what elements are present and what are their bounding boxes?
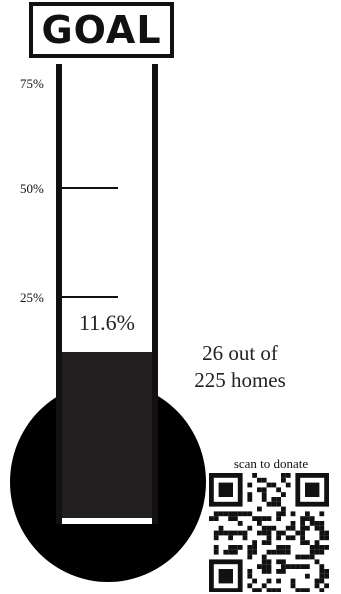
- progress-percent: 11.6%: [78, 310, 135, 335]
- tick-mark-50: [58, 187, 118, 189]
- qr-code-icon[interactable]: [208, 472, 330, 592]
- scan-to-donate-label: scan to donate: [233, 456, 309, 471]
- tick-mark-25: [58, 296, 118, 298]
- thermometer-fill: [62, 352, 152, 518]
- progress-count: 26 out of 225 homes: [170, 340, 310, 394]
- tick-label-25: 25%: [20, 290, 44, 305]
- goal-box: GOAL: [29, 2, 174, 58]
- progress-count-line1: 26 out of: [202, 341, 278, 365]
- progress-count-line2: 225 homes: [194, 368, 286, 392]
- tick-label-75: 75%: [20, 76, 44, 91]
- tick-label-50: 50%: [20, 181, 44, 196]
- goal-title: GOAL: [41, 8, 162, 52]
